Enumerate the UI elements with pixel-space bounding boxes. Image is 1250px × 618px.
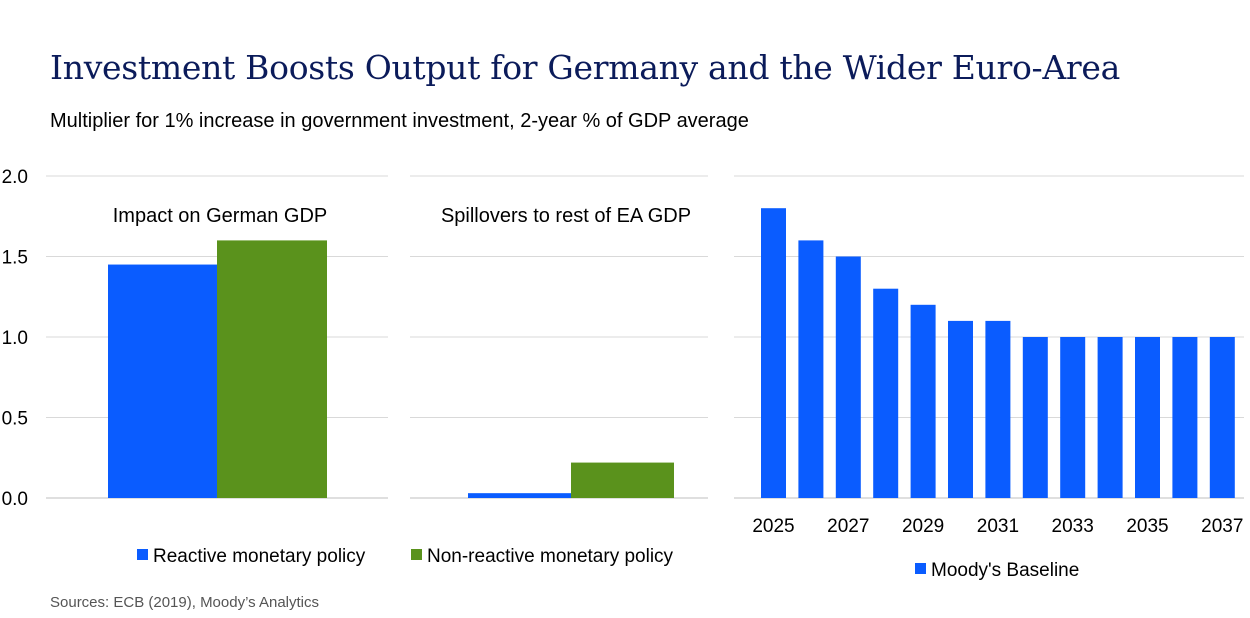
bar-baseline-2030 xyxy=(948,320,973,498)
bar-spillover-non-reactive xyxy=(571,462,674,498)
bar-baseline-2034 xyxy=(1097,337,1123,498)
bar-baseline-2033 xyxy=(1060,337,1086,498)
panel-title-german: Impact on German GDP xyxy=(113,205,328,227)
legend-label-baseline: Moody's Baseline xyxy=(931,560,1079,581)
x-tick-label-2027: 2027 xyxy=(827,516,869,537)
x-tick-label-2033: 2033 xyxy=(1052,516,1094,537)
y-tick-label: 2.0 xyxy=(2,167,28,188)
bar-baseline-2027 xyxy=(835,256,861,498)
legend-swatch-reactive xyxy=(137,549,148,560)
chart-title: Investment Boosts Output for Germany and… xyxy=(50,48,1120,87)
bar-baseline-2029 xyxy=(910,304,936,498)
x-tick-label-2035: 2035 xyxy=(1126,516,1168,537)
bar-baseline-2031 xyxy=(985,320,1011,498)
legend-swatch-non-reactive xyxy=(411,549,422,560)
chart-subtitle: Multiplier for 1% increase in government… xyxy=(50,110,749,132)
bar-german-reactive xyxy=(108,264,217,498)
bar-baseline-2028 xyxy=(873,288,899,498)
bar-baseline-2035 xyxy=(1135,337,1160,498)
source-note: Sources: ECB (2019), Moody’s Analytics xyxy=(50,594,320,611)
bar-baseline-2036 xyxy=(1172,337,1198,498)
x-tick-label-2037: 2037 xyxy=(1201,516,1243,537)
bar-baseline-2026 xyxy=(798,240,824,498)
bar-spillover-reactive xyxy=(468,493,571,498)
y-tick-label: 0.0 xyxy=(2,489,28,510)
bar-baseline-2037 xyxy=(1209,337,1235,498)
legend-label-non-reactive: Non-reactive monetary policy xyxy=(427,546,674,567)
y-tick-label: 1.5 xyxy=(2,248,28,269)
bar-baseline-2025 xyxy=(761,208,786,498)
bar-baseline-2032 xyxy=(1022,337,1048,498)
panel-title-spillovers: Spillovers to rest of EA GDP xyxy=(441,205,691,227)
bar-german-non-reactive xyxy=(217,240,327,498)
legend-label-reactive: Reactive monetary policy xyxy=(153,546,366,567)
y-tick-label: 1.0 xyxy=(2,328,28,349)
legend-swatch-baseline xyxy=(915,563,926,574)
x-tick-label-2031: 2031 xyxy=(977,516,1019,537)
y-tick-label: 0.5 xyxy=(2,409,28,430)
x-tick-label-2025: 2025 xyxy=(752,516,794,537)
x-tick-label-2029: 2029 xyxy=(902,516,944,537)
